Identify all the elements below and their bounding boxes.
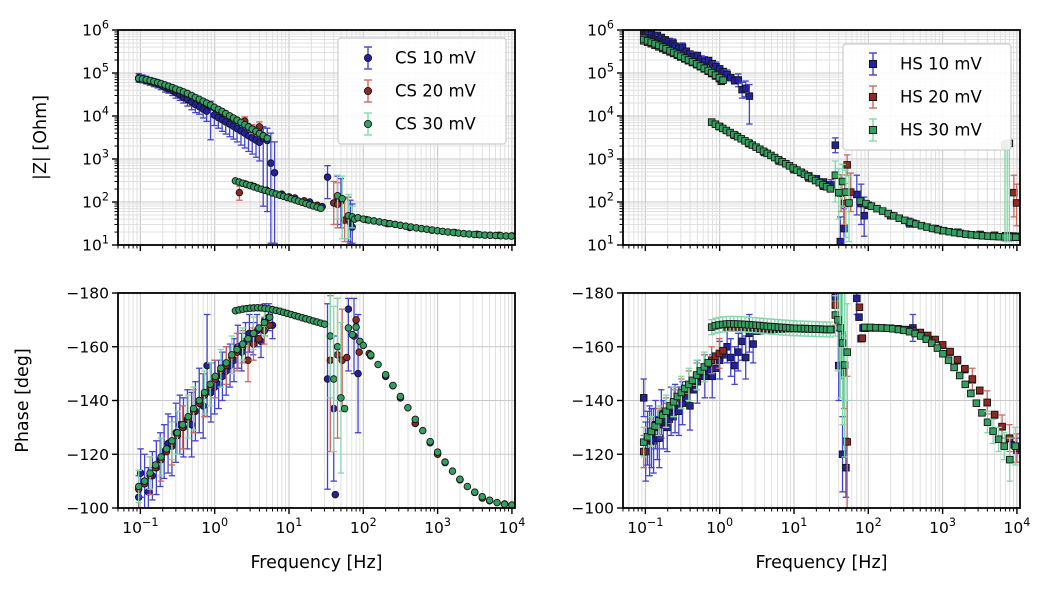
tick-label: 101: [276, 516, 303, 537]
tick-label: 104: [1004, 516, 1031, 537]
axes-hs-magnitude: 101 102 103 104 105 106 HS 10 mV HS 20 mV HS 30 …: [587, 19, 1021, 255]
axes-cs-magnitude: 101 102 103 104 105 106 |Z| [Ohm] CS 10 mV CS 20…: [31, 19, 516, 255]
series-cs-10-mv: [134, 72, 356, 244]
tick-label: 105: [82, 62, 109, 83]
axis-ticks: [617, 29, 1018, 251]
tick-label: 10−1: [627, 516, 663, 537]
tick-labels-hs-magnitude: 101 102 103 104 105 106: [587, 19, 614, 255]
tick-label: −100: [571, 500, 614, 518]
tick-label: 102: [587, 191, 614, 212]
tick-label: −120: [66, 446, 109, 464]
tick-labels-hs-phase: −180 −160 −140 −120 −100 10−1 100 101 102 103 104: [571, 285, 1030, 538]
tick-label: 102: [82, 191, 109, 212]
tick-label: 106: [587, 19, 614, 40]
tick-label: 100: [201, 516, 228, 537]
legend-label: HS 10 mV: [900, 55, 982, 74]
tick-label: −120: [571, 446, 614, 464]
tick-label: −160: [66, 338, 109, 356]
tick-label: −140: [571, 392, 614, 410]
tick-label: 102: [855, 516, 882, 537]
axes-spines: [117, 29, 516, 246]
tick-label: 101: [82, 234, 109, 255]
tick-label: −140: [66, 392, 109, 410]
ylabel-phase: Phase [deg]: [13, 348, 33, 452]
series-hs-30-mv: [639, 293, 1020, 482]
tick-labels-cs-magnitude: 101 102 103 104 105 106: [82, 19, 109, 255]
tick-label: 101: [587, 234, 614, 255]
axis-ticks: [617, 292, 1018, 514]
legend-label: CS 20 mV: [395, 82, 477, 101]
xlabel-frequency: Frequency [Hz]: [756, 553, 888, 573]
tick-labels-cs-phase: −180 −160 −140 −120 −100 10−1 100 101 102 103 104: [66, 285, 525, 538]
tick-label: 100: [706, 516, 733, 537]
legend-label: CS 10 mV: [395, 49, 477, 68]
tick-label: 101: [781, 516, 808, 537]
tick-label: 10−1: [122, 516, 158, 537]
grid-cs-magnitude: [117, 29, 515, 246]
legend-cs-magnitude: CS 10 mV CS 20 mV CS 30 mV: [337, 37, 507, 145]
tick-label: 103: [82, 148, 109, 169]
tick-label: 104: [499, 516, 526, 537]
tick-label: 104: [587, 105, 614, 126]
series-hs-10-mv: [639, 30, 947, 245]
legend-label: HS 30 mV: [900, 121, 982, 140]
series-cs-30-mv: [134, 293, 515, 508]
axes-hs-phase: −180 −160 −140 −120 −100 10−1 100 101 102 103 104 F…: [571, 285, 1030, 574]
legend-label: HS 20 mV: [900, 88, 982, 107]
tick-label: −100: [66, 500, 109, 518]
tick-label: 103: [929, 516, 956, 537]
ylabel-impedance: |Z| [Ohm]: [31, 95, 51, 180]
series-cs-30-mv: [134, 74, 515, 240]
series-hs-30-mv: [639, 35, 1020, 243]
axis-ticks: [112, 29, 513, 251]
axis-ticks: [112, 292, 513, 514]
axes-cs-phase: −180 −160 −140 −120 −100 10−1 100 101 102 103 104 F…: [13, 285, 525, 574]
tick-label: 105: [587, 62, 614, 83]
legend-hs-magnitude: HS 10 mV HS 20 mV HS 30 mV: [842, 43, 1012, 151]
tick-label: 104: [82, 105, 109, 126]
tick-label: −180: [66, 285, 109, 303]
tick-label: 103: [424, 516, 451, 537]
xlabel-frequency: Frequency [Hz]: [251, 553, 383, 573]
tick-label: 102: [350, 516, 377, 537]
axes-spines: [622, 29, 1021, 246]
tick-label: −160: [571, 338, 614, 356]
tick-label: −180: [571, 285, 614, 303]
legend-label: CS 30 mV: [395, 115, 477, 134]
tick-label: 103: [587, 148, 614, 169]
tick-label: 106: [82, 19, 109, 40]
